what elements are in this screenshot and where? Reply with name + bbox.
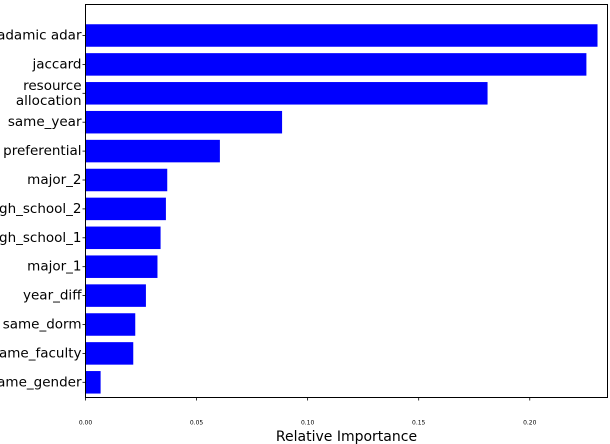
bars-layer <box>85 24 598 394</box>
x-axis-ticks: 0.00 0.05 0.10 0.15 0.20 <box>79 397 537 427</box>
category-label: major_2 <box>27 172 81 188</box>
category-label: jaccard <box>31 56 81 72</box>
x-axis-title: Relative Importance <box>276 429 417 444</box>
category-label: adamic adar <box>0 28 82 44</box>
x-tick-label: 0.05 <box>190 420 204 427</box>
bar-same-dorm <box>85 313 136 336</box>
category-label: preferential <box>3 143 81 159</box>
bar-preferential <box>85 139 220 163</box>
x-tick-label: 0.10 <box>301 420 315 427</box>
bar-jaccard <box>85 53 587 76</box>
plot-frame <box>85 4 608 398</box>
x-tick-label: 0.15 <box>412 420 426 427</box>
bar-same-gender <box>85 371 101 394</box>
category-label: same_year <box>8 114 82 130</box>
category-label: major_1 <box>27 259 81 275</box>
category-labels: adamic adar jaccard resource allocation same… <box>0 28 86 390</box>
bar-same-year <box>85 110 283 134</box>
category-label: same_gender <box>0 374 82 390</box>
x-tick-label: 0.00 <box>79 420 93 427</box>
category-label: high_school_1 <box>0 230 82 246</box>
bar-same-faculty <box>85 342 134 365</box>
bar-high-school-1 <box>85 226 161 250</box>
category-label: year_diff <box>23 288 82 304</box>
bar-major-1 <box>85 255 158 278</box>
category-label: same_dorm <box>3 317 82 333</box>
bar-high-school-2 <box>85 197 166 221</box>
category-label: resource allocation <box>16 78 82 109</box>
bar-resource-allocation <box>85 82 488 105</box>
bar-year-diff <box>85 284 146 307</box>
bar-major-2 <box>85 168 168 192</box>
x-tick-label: 0.20 <box>523 420 537 427</box>
bar-adamic-adar <box>85 24 598 47</box>
category-label: same_faculty <box>0 345 82 361</box>
category-label: high_school_2 <box>0 201 82 217</box>
